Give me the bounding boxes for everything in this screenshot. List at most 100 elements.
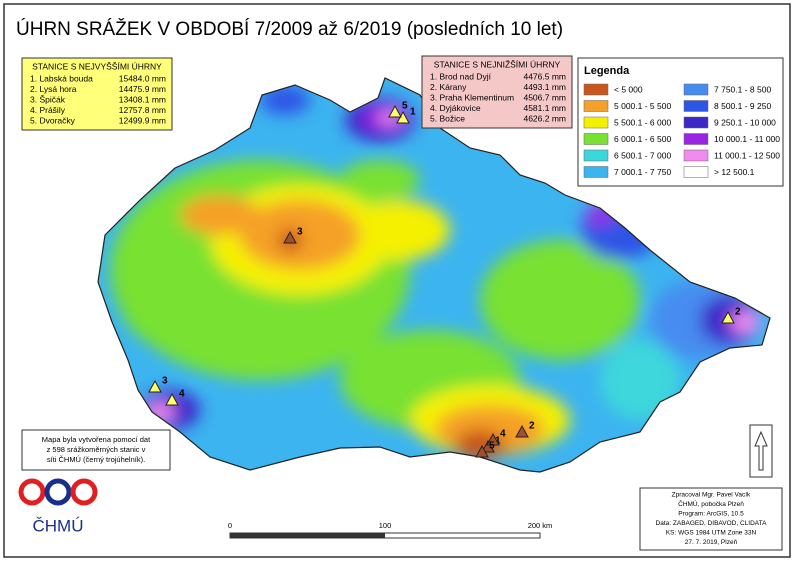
legend-swatch — [583, 166, 609, 178]
highest-box — [21, 57, 173, 131]
legend-label: 8 500.1 - 9 250 — [714, 101, 771, 111]
rain-zone — [340, 160, 420, 200]
note-line: Mapa byla vytvořena pomocí dat — [42, 435, 151, 444]
highest-value: 14475.9 mm — [119, 84, 166, 94]
highest-station: 1. Labská bouda — [30, 73, 93, 83]
legend-label: 6 500.1 - 7 000 — [614, 150, 671, 160]
station-marker — [481, 439, 495, 453]
legend-swatch — [683, 116, 709, 129]
lowest-station: 2. Kárany — [430, 82, 467, 92]
lowest-station: 5. Božice — [430, 113, 465, 123]
rain-zone — [180, 195, 260, 235]
credits-line: Zpracoval Mgr. Pavel Vacík — [672, 492, 751, 499]
lowest-value: 4493.1 mm — [523, 82, 566, 92]
note-line: z 598 srážkoměrných stanic v — [47, 445, 146, 454]
legend-label: 6 000.1 - 6 500 — [614, 134, 671, 144]
station-marker — [148, 379, 162, 393]
scale-label: 200 km — [528, 521, 553, 530]
credits-box — [639, 487, 783, 551]
marker-label: 1 — [410, 107, 416, 118]
marker-label: 3 — [297, 227, 303, 238]
legend-label: 5 000.1 - 5 500 — [614, 101, 671, 111]
rain-zone — [120, 250, 240, 350]
legend-label: 11 000.1 - 12 500 — [714, 150, 780, 160]
zones — [110, 85, 760, 460]
legend-label: < 5 000 — [614, 84, 643, 94]
legend-label: 5 500.1 - 6 000 — [614, 117, 671, 127]
highest-value: 12499.9 mm — [119, 115, 166, 125]
marker-label: 4 — [500, 429, 506, 440]
lowest-value: 4506.7 mm — [523, 92, 566, 102]
north-arrow — [754, 430, 768, 471]
credits-line: Program: ArcGIS, 10.5 — [678, 511, 744, 518]
credits-line: ČHMÚ, pobočka Plzeň — [678, 499, 744, 508]
legend-label: 10 000.1 - 11 000 — [714, 134, 780, 144]
legend-label: > 12 500.1 — [714, 167, 755, 177]
credits-line: 27. 7. 2019, Plzeň — [685, 539, 738, 546]
marker-label: 5 — [402, 101, 408, 112]
legend-box — [577, 57, 784, 187]
highest-station: 5. Dvoračky — [30, 115, 76, 125]
country-border — [97, 77, 771, 473]
overlay: ÚHRN SRÁŽEK V OBDOBÍ 7/2009 až 6/2019 (p… — [16, 18, 784, 551]
lowest-title: STANICE S NEJNIŽŠÍMI ÚHRNY — [434, 59, 561, 69]
legend-swatch — [583, 83, 609, 96]
highest-station: 3. Špičák — [30, 94, 66, 104]
marker-label: 5 — [489, 441, 495, 452]
title: ÚHRN SRÁŽEK V OBDOBÍ 7/2009 až 6/2019 (p… — [16, 18, 563, 40]
lowest-box — [421, 55, 573, 129]
rain-zone — [600, 340, 680, 420]
logo-text: ČHMÚ — [33, 516, 84, 535]
legend-swatch — [683, 100, 709, 112]
station-marker — [486, 432, 500, 446]
rain-zone — [260, 85, 310, 115]
scale-label: 100 — [379, 521, 392, 530]
marker-label: 1 — [495, 436, 501, 447]
station-marker — [165, 392, 179, 406]
highest-station: 2. Lysá hora — [30, 84, 77, 94]
legend-swatch — [683, 166, 709, 178]
lowest-station: 3. Praha Klementinum — [430, 92, 514, 102]
highest-value: 12757.8 mm — [119, 105, 166, 115]
rain-zone — [480, 240, 640, 360]
lowest-value: 4581.1 mm — [523, 103, 566, 113]
legend-label: 7 000.1 - 7 750 — [614, 167, 671, 177]
station-marker — [475, 444, 489, 458]
rain-zone — [730, 310, 760, 334]
lowest-value: 4626.2 mm — [523, 113, 566, 123]
station-marker — [283, 230, 297, 244]
lowest-station: 1. Brod nad Dyjí — [430, 71, 492, 81]
station-marker — [388, 104, 402, 118]
north-arrow-box — [749, 424, 773, 478]
station-marker — [721, 310, 735, 324]
rain-zone — [350, 200, 450, 260]
station-marker — [515, 424, 529, 438]
credits-line: Data: ZABAGED, DIBAVOD, CLIDATA — [656, 520, 768, 527]
note-box — [21, 429, 171, 471]
credits-line: KS: WGS 1984 UTM Zone 33N — [666, 530, 757, 537]
legend-swatch — [583, 133, 609, 145]
legend-swatch — [583, 116, 609, 129]
marker-label: 4 — [179, 389, 185, 400]
legend-title: Legenda — [584, 65, 630, 77]
lowest-value: 4476.5 mm — [523, 71, 566, 81]
highest-title: STANICE S NEJVYŠŠÍMI ÚHRNY — [32, 61, 162, 71]
highest-value: 13408.1 mm — [119, 94, 166, 104]
logo-circle — [18, 478, 46, 506]
logo-circle — [70, 478, 98, 506]
legend-swatch — [683, 133, 709, 145]
legend-swatch — [683, 83, 709, 96]
legend-swatch — [583, 149, 609, 162]
marker-label: 3 — [162, 376, 168, 387]
lowest-station: 4. Dyjákovice — [430, 103, 481, 113]
highest-value: 15484.0 mm — [119, 73, 166, 83]
logo-circle — [44, 478, 72, 506]
scale-label: 0 — [228, 521, 232, 530]
legend-swatch — [683, 149, 709, 162]
note-line: síti ČHMÚ (černý trojúhelník). — [47, 455, 145, 464]
scale-bar-fill — [230, 533, 385, 538]
legend-label: 7 750.1 - 8 500 — [714, 84, 771, 94]
legend-swatch — [583, 100, 609, 112]
